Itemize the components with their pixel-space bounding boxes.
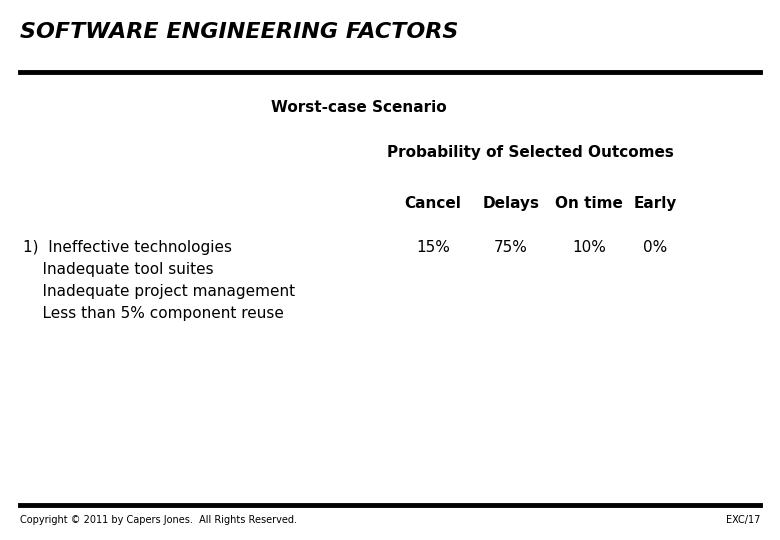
Text: Less than 5% component reuse: Less than 5% component reuse	[23, 306, 284, 321]
Text: Delays: Delays	[482, 196, 540, 211]
Text: Cancel: Cancel	[405, 196, 461, 211]
Text: Inadequate tool suites: Inadequate tool suites	[23, 262, 214, 277]
Text: 15%: 15%	[416, 240, 450, 255]
Text: Worst-case Scenario: Worst-case Scenario	[271, 100, 447, 115]
Text: Early: Early	[633, 196, 677, 211]
Text: Copyright © 2011 by Capers Jones.  All Rights Reserved.: Copyright © 2011 by Capers Jones. All Ri…	[20, 515, 297, 525]
Text: Inadequate project management: Inadequate project management	[23, 284, 296, 299]
Text: 10%: 10%	[572, 240, 606, 255]
Text: 1)  Ineffective technologies: 1) Ineffective technologies	[23, 240, 232, 255]
Text: 75%: 75%	[494, 240, 528, 255]
Text: Probability of Selected Outcomes: Probability of Selected Outcomes	[387, 145, 674, 160]
Text: On time: On time	[555, 196, 623, 211]
Text: EXC/17: EXC/17	[725, 515, 760, 525]
Text: SOFTWARE ENGINEERING FACTORS: SOFTWARE ENGINEERING FACTORS	[20, 22, 459, 42]
Text: 0%: 0%	[643, 240, 668, 255]
